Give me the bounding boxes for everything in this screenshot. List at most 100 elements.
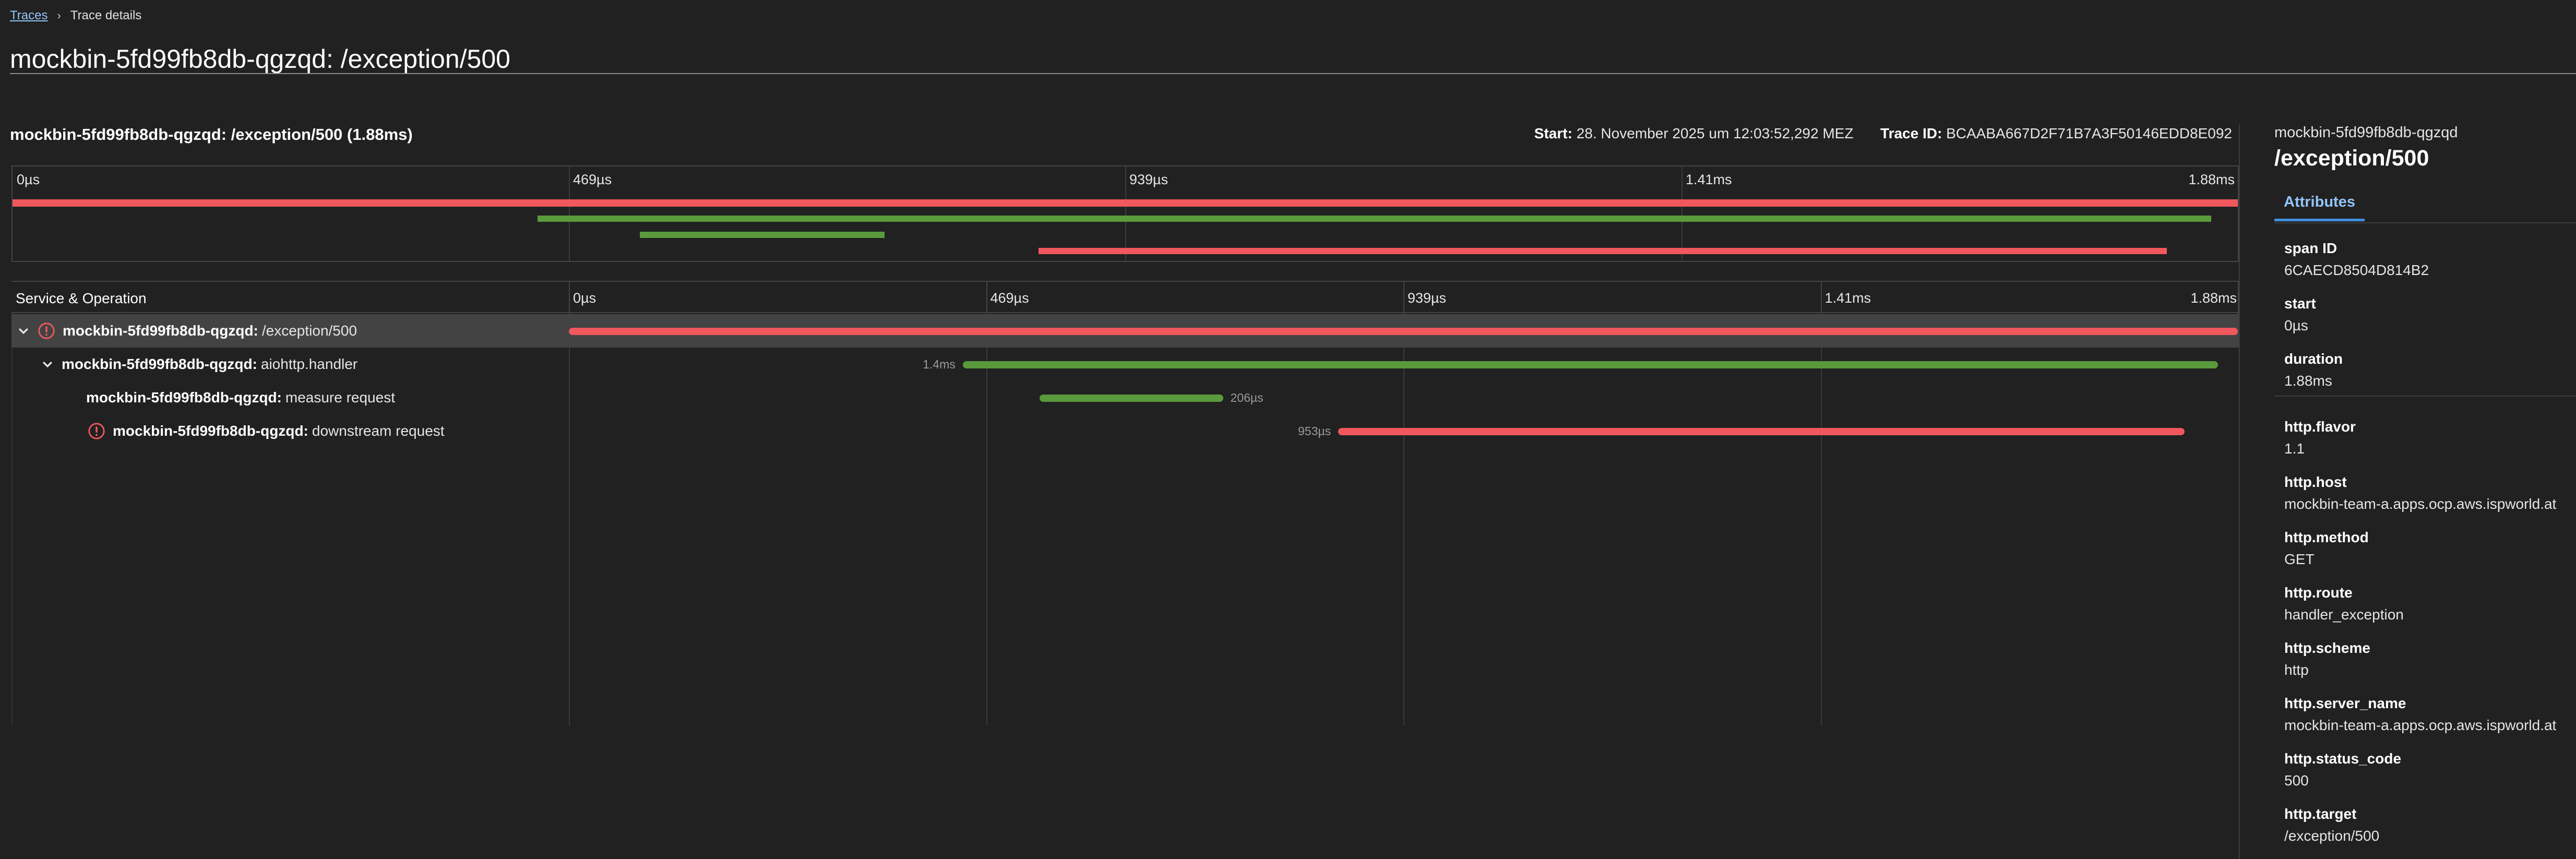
attribute-value: handler_exception [2284, 606, 2404, 623]
timeline-grid-line [1403, 313, 1404, 725]
service-operation-header: Service & Operation [16, 290, 147, 306]
attribute-value: mockbin-team-a.apps.ocp.aws.ispworld.at [2284, 717, 2557, 733]
span-bar[interactable] [1039, 395, 1223, 402]
attribute-item: http.host mockbin-team-a.apps.ocp.aws.isp… [2284, 474, 2556, 512]
timeline-tick-label: 1.88ms [2190, 290, 2237, 306]
chevron-down-icon[interactable] [17, 324, 30, 338]
attribute-key: http.host [2284, 474, 2347, 490]
minimap-span-bar [640, 232, 885, 238]
attribute-value: http [2284, 662, 2309, 678]
timeline-tick-label: 939µs [1408, 290, 1447, 306]
start-label: Start: [1534, 125, 1572, 141]
attribute-item: http.method GET [2284, 529, 2369, 568]
attribute-item: http.server_name mockbin-team-a.apps.ocp.… [2284, 695, 2556, 734]
trace-heading: mockbin-5fd99fb8db-qgzqd: /exception/500… [10, 125, 413, 144]
page-title: mockbin-5fd99fb8db-qgzqd: /exception/500 [10, 44, 510, 74]
title-divider [10, 73, 2576, 74]
attribute-value: 6CAECD8504D814B2 [2284, 262, 2429, 278]
timeline-header: Service & Operation 0µs 469µs 939µs 1.41ms 1… [11, 281, 2239, 314]
span-name[interactable]: mockbin-5fd99fb8db-qgzqd: measure request [86, 381, 395, 414]
span-row[interactable]: mockbin-5fd99fb8db-qgzqd: downstream requ… [11, 414, 2239, 448]
span-name[interactable]: mockbin-5fd99fb8db-qgzqd: downstream requ… [88, 414, 445, 448]
trace-minimap[interactable]: 0µs 469µs 939µs 1.41ms 1.88ms [11, 165, 2239, 262]
span-service: mockbin-5fd99fb8db-qgzqd: [62, 356, 257, 372]
header-tick-line [2238, 282, 2239, 314]
attribute-item: span ID 6CAECD8504D814B2 [2284, 240, 2429, 279]
header-tick-line [1820, 282, 1822, 314]
span-duration-label: 1.4ms [923, 357, 956, 371]
span-duration-label: 953µs [1298, 424, 1331, 438]
attribute-value: /exception/500 [2284, 828, 2380, 844]
span-service: mockbin-5fd99fb8db-qgzqd: [113, 423, 308, 439]
attribute-key: http.scheme [2284, 640, 2370, 656]
tab-attributes[interactable]: Attributes [2274, 187, 2365, 221]
attribute-key: duration [2284, 351, 2343, 367]
panel-operation-name: /exception/500 [2274, 146, 2429, 171]
attribute-value: GET [2284, 551, 2315, 567]
start-value: 28. November 2025 um 12:03:52,292 MEZ [1576, 125, 1854, 141]
breadcrumb-current: Trace details [70, 8, 142, 22]
panel-section-divider [2274, 396, 2576, 397]
panel-divider[interactable] [2239, 124, 2240, 859]
minimap-span-bar [1038, 248, 2167, 254]
span-operation: /exception/500 [261, 323, 357, 339]
minimap-tick-label: 1.41ms [1686, 172, 1732, 187]
table-left-border [11, 313, 13, 725]
span-service: mockbin-5fd99fb8db-qgzqd: [63, 323, 258, 339]
attribute-item: duration 1.88ms [2284, 351, 2343, 389]
span-name[interactable]: mockbin-5fd99fb8db-qgzqd:/exception/500 [17, 314, 357, 348]
timeline-grid-line [569, 313, 570, 725]
span-name[interactable]: mockbin-5fd99fb8db-qgzqd: aiohttp.handler [41, 348, 357, 381]
attribute-item: http.route handler_exception [2284, 584, 2404, 623]
span-operation: measure request [285, 389, 395, 405]
trace-meta: Start: 28. November 2025 um 12:03:52,292… [1534, 125, 2232, 142]
attribute-item: http.target/exception/500 [2284, 806, 2379, 844]
attribute-item: http.scheme http [2284, 640, 2370, 678]
span-bar[interactable] [962, 361, 2218, 368]
panel-tabs: Attributes [2274, 187, 2576, 223]
header-tick-line [1403, 282, 1404, 314]
timeline-tick-label: 0µs [573, 290, 597, 306]
attribute-value: mockbin-team-a.apps.ocp.aws.ispworld.at [2284, 496, 2557, 512]
span-service: mockbin-5fd99fb8db-qgzqd: [86, 389, 282, 405]
minimap-tick-line [569, 166, 570, 261]
attribute-key: http.method [2284, 529, 2369, 545]
attribute-value: 1.1 [2284, 440, 2305, 457]
minimap-tick-line [1125, 166, 1126, 261]
timeline-grid-line [1820, 313, 1822, 725]
chevron-down-icon[interactable] [41, 357, 54, 371]
span-bar[interactable] [1338, 428, 2185, 435]
attribute-key: http.target [2284, 806, 2357, 822]
attribute-item: start 0µs [2284, 295, 2316, 334]
chevron-right-icon: › [57, 9, 61, 22]
attribute-key: http.flavor [2284, 419, 2356, 435]
attribute-key: http.route [2284, 584, 2353, 601]
minimap-tick-label: 939µs [1129, 172, 1168, 187]
trace-id-value: BCAABA667D2F71B7A3F50146EDD8E092 [1946, 125, 2232, 141]
attribute-value: 0µs [2284, 317, 2308, 333]
panel-service-name: mockbin-5fd99fb8db-qgzqd [2274, 124, 2458, 141]
timeline-tick-label: 469µs [990, 290, 1029, 306]
breadcrumb-traces-link[interactable]: Traces [10, 8, 48, 22]
header-tick-line [569, 282, 570, 314]
minimap-span-bar [13, 199, 2238, 207]
attribute-key: http.server_name [2284, 695, 2406, 711]
span-timeline-table: Service & Operation 0µs 469µs 939µs 1.41ms 1… [11, 281, 2239, 859]
span-detail-panel: mockbin-5fd99fb8db-qgzqd /exception/500 … [2274, 124, 2576, 844]
span-operation: downstream request [312, 423, 445, 439]
attribute-value: 500 [2284, 772, 2309, 789]
timeline-tick-label: 1.41ms [1824, 290, 1871, 306]
header-tick-line [986, 282, 987, 314]
span-row[interactable]: mockbin-5fd99fb8db-qgzqd:/exception/500 [11, 314, 2239, 348]
span-bar[interactable] [569, 328, 2238, 335]
minimap-span-bar [538, 216, 2211, 222]
minimap-tick-line [1681, 166, 1683, 261]
minimap-tick-label: 469µs [573, 172, 612, 187]
error-icon [88, 423, 105, 439]
timeline-grid-line [986, 313, 987, 725]
span-row[interactable]: mockbin-5fd99fb8db-qgzqd: aiohttp.handler… [11, 348, 2239, 381]
span-row[interactable]: mockbin-5fd99fb8db-qgzqd: measure request… [11, 381, 2239, 414]
minimap-tick-label: 0µs [17, 172, 40, 187]
attribute-key: http.status_code [2284, 750, 2402, 767]
